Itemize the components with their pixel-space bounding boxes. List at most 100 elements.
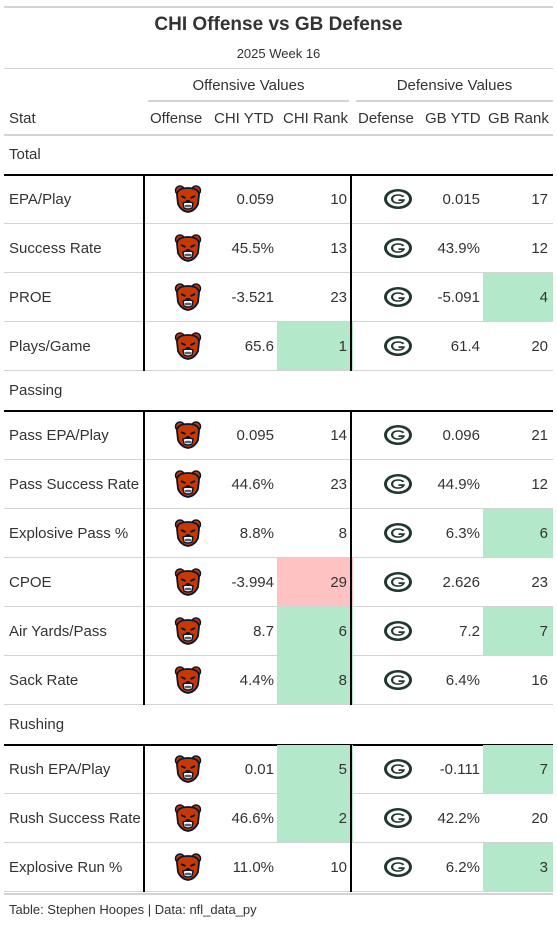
gb-rank-highlight — [483, 273, 553, 322]
table-row: Explosive Run % 11.0% 10 6.2% 3 — [4, 843, 553, 892]
offense-block-border — [143, 745, 145, 892]
gb-rank-highlight — [483, 607, 553, 656]
column-header-offense: Offense — [150, 110, 203, 127]
row-group-border — [4, 410, 553, 412]
chicago-bears-logo-icon — [173, 803, 203, 838]
chi-ytd-value: 45.5% — [231, 240, 274, 257]
chicago-bears-logo-icon — [173, 184, 203, 219]
stat-label: Sack Rate — [9, 672, 79, 689]
stat-label: Explosive Run % — [9, 859, 123, 876]
chi-rank-value: 14 — [330, 427, 347, 444]
stat-label: EPA/Play — [9, 191, 72, 208]
chi-ytd-value: 44.6% — [231, 476, 274, 493]
table-row: Success Rate 45.5% 13 43.9% 12 — [4, 224, 553, 273]
table-row: Pass EPA/Play 0.095 14 0.096 21 — [4, 411, 553, 460]
green-bay-packers-logo-icon — [383, 856, 413, 883]
table-row: Rush Success Rate 46.6% 2 42.2% 20 — [4, 794, 553, 843]
table-row: Explosive Pass % 8.8% 8 6.3% 6 — [4, 509, 553, 558]
gb-rank-value: 12 — [531, 476, 548, 493]
table-row: PROE -3.521 23 -5.091 4 — [4, 273, 553, 322]
gb-rank-value: 12 — [531, 240, 548, 257]
chi-rank-value: 23 — [330, 476, 347, 493]
gb-ytd-value: -0.111 — [439, 761, 480, 778]
row-divider — [4, 606, 553, 607]
row-divider — [4, 508, 553, 509]
gb-ytd-value: 6.3% — [445, 525, 480, 542]
offensive-values-spanner: Offensive Values — [192, 77, 305, 94]
gb-ytd-value: -5.091 — [437, 289, 480, 306]
table-row: Plays/Game 65.6 1 61.4 20 — [4, 322, 553, 371]
row-divider — [4, 655, 553, 656]
row-divider — [4, 891, 553, 892]
stat-label: Rush Success Rate — [9, 810, 141, 827]
stat-label: Explosive Pass % — [9, 525, 129, 542]
table-row: EPA/Play 0.059 10 0.015 17 — [4, 175, 553, 224]
stat-label: Plays/Game — [9, 338, 91, 355]
header-divider — [4, 68, 553, 69]
defense-block-border — [350, 411, 352, 705]
stat-label: CPOE — [9, 574, 52, 591]
table-row: Air Yards/Pass 8.7 6 7.2 7 — [4, 607, 553, 656]
chi-rank-value: 2 — [338, 810, 347, 827]
gb-ytd-value: 6.4% — [445, 672, 480, 689]
column-header-border — [4, 134, 553, 136]
chicago-bears-logo-icon — [173, 616, 203, 651]
footer-divider — [4, 893, 553, 895]
gb-rank-value: 4 — [539, 289, 548, 306]
chi-ytd-value: -3.521 — [231, 289, 274, 306]
defense-block-border — [350, 745, 352, 892]
offense-block-border — [143, 175, 145, 371]
gb-rank-highlight — [483, 509, 553, 558]
green-bay-packers-logo-icon — [383, 758, 413, 785]
gb-ytd-value: 6.2% — [445, 859, 480, 876]
row-group-label: Total — [9, 146, 41, 163]
stat-label: Pass EPA/Play — [9, 427, 109, 444]
row-divider — [4, 557, 553, 558]
chi-rank-highlight — [277, 322, 353, 371]
row-divider — [4, 321, 553, 322]
table-title: CHI Offense vs GB Defense — [154, 14, 403, 35]
row-divider — [4, 459, 553, 460]
gb-rank-highlight — [483, 843, 553, 892]
chicago-bears-logo-icon — [173, 233, 203, 268]
gb-rank-highlight — [483, 745, 553, 794]
gb-ytd-value: 0.096 — [442, 427, 480, 444]
chi-ytd-value: 0.095 — [236, 427, 274, 444]
top-border — [4, 6, 553, 8]
chi-ytd-value: 0.059 — [236, 191, 274, 208]
chi-ytd-value: -3.994 — [231, 574, 274, 591]
table-source-note: Table: Stephen Hoopes | Data: nfl_data_p… — [9, 902, 257, 917]
chi-ytd-value: 0.01 — [244, 761, 274, 778]
column-header-gb-rank: GB Rank — [488, 110, 549, 127]
gb-ytd-value: 2.626 — [442, 574, 480, 591]
gb-rank-value: 21 — [531, 427, 548, 444]
gb-rank-value: 20 — [531, 338, 548, 355]
chicago-bears-logo-icon — [173, 754, 203, 789]
green-bay-packers-logo-icon — [383, 473, 413, 500]
gb-ytd-value: 61.4 — [450, 338, 480, 355]
green-bay-packers-logo-icon — [383, 286, 413, 313]
chicago-bears-logo-icon — [173, 331, 203, 366]
gb-rank-value: 17 — [531, 191, 548, 208]
defense-spanner-line — [356, 100, 553, 102]
chi-ytd-value: 8.8% — [239, 525, 274, 542]
offense-spanner-line — [148, 100, 349, 102]
gb-rank-value: 20 — [531, 810, 548, 827]
row-group-label: Passing — [9, 382, 63, 399]
chicago-bears-logo-icon — [173, 665, 203, 700]
defensive-values-spanner: Defensive Values — [396, 77, 513, 94]
table-subtitle: 2025 Week 16 — [236, 46, 321, 61]
chi-rank-value: 5 — [338, 761, 347, 778]
gb-ytd-value: 43.9% — [437, 240, 480, 257]
chicago-bears-logo-icon — [173, 567, 203, 602]
chi-rank-value: 10 — [330, 191, 347, 208]
table-row: Pass Success Rate 44.6% 23 44.9% 12 — [4, 460, 553, 509]
table-row: Rush EPA/Play 0.01 5 -0.111 7 — [4, 745, 553, 794]
gb-rank-value: 23 — [531, 574, 548, 591]
row-divider — [4, 842, 553, 843]
gb-rank-value: 16 — [531, 672, 548, 689]
chicago-bears-logo-icon — [173, 518, 203, 553]
stat-label: Rush EPA/Play — [9, 761, 111, 778]
chicago-bears-logo-icon — [173, 852, 203, 887]
